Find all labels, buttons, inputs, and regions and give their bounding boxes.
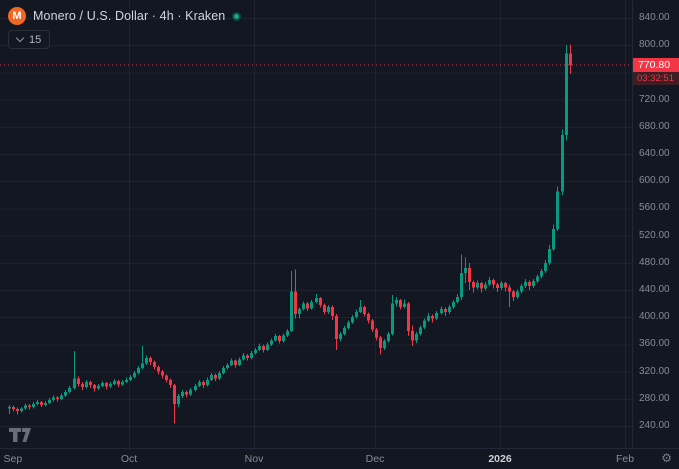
chip-label: 15 [29, 33, 42, 46]
time-tick-label: 2026 [488, 453, 512, 465]
time-tick-label: Oct [120, 453, 138, 465]
price-tick-label: 600.00 [639, 175, 670, 187]
tradingview-logo-icon[interactable] [9, 428, 31, 447]
market-status-icon[interactable] [232, 11, 242, 21]
chevron-down-icon [15, 33, 25, 43]
chart-legend: M Monero / U.S. Dollar · 4h · Kraken [8, 7, 242, 25]
price-tick-label: 720.00 [639, 93, 670, 105]
time-axis[interactable]: Sep Oct Nov Dec 2026 Feb [0, 448, 679, 469]
price-axis[interactable]: 770.80 03:32:51 840.00 800.00 720.00 680.00… [632, 0, 679, 448]
candlestick-chart-canvas[interactable] [0, 0, 632, 448]
time-tick-label: Sep [3, 453, 23, 465]
price-tick-label: 480.00 [639, 256, 670, 268]
legend-collapse-chip[interactable]: 15 [8, 30, 51, 49]
price-tick-label: 360.00 [639, 338, 670, 350]
price-tick-label: 680.00 [639, 120, 670, 132]
price-tick-label: 840.00 [639, 12, 670, 23]
time-tick-label: Feb [616, 453, 635, 465]
axis-settings-gear-icon[interactable]: ⚙ [661, 451, 672, 465]
price-tick-label: 800.00 [639, 39, 670, 51]
price-tick-label: 400.00 [639, 311, 670, 323]
price-tick-label: 240.00 [639, 420, 670, 431]
price-tick-label: 560.00 [639, 202, 670, 214]
time-tick-label: Dec [365, 453, 385, 465]
price-tick-label: 440.00 [639, 284, 670, 295]
time-tick-label: Nov [244, 453, 264, 465]
price-tick-label: 640.00 [639, 148, 670, 159]
last-price-value: 770.80 [633, 58, 679, 73]
monero-logo-icon: M [8, 7, 26, 25]
symbol-title[interactable]: Monero / U.S. Dollar · 4h · Kraken [33, 9, 226, 23]
bar-close-countdown: 03:32:51 [633, 72, 679, 86]
price-tick-label: 320.00 [639, 365, 670, 377]
chart-plot-area[interactable] [0, 0, 632, 448]
grid [0, 0, 632, 448]
last-price-badge: 770.80 03:32:51 [633, 58, 679, 86]
candles [8, 44, 572, 424]
price-tick-label: 520.00 [639, 229, 670, 241]
price-tick-label: 280.00 [639, 392, 670, 404]
